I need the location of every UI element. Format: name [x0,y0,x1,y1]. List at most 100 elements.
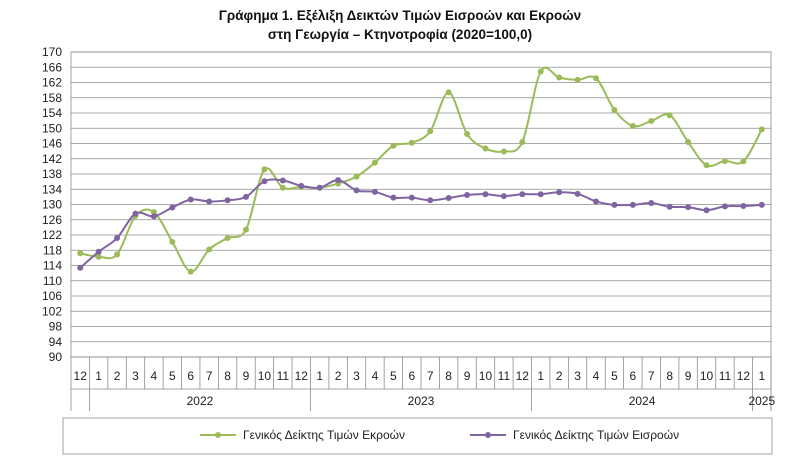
data-point [721,158,728,165]
data-point [611,201,618,208]
series-line-1 [80,66,763,273]
x-tick-label: 6 [187,369,194,383]
data-point [408,194,415,201]
data-point [114,235,121,242]
y-tick-label: 110 [43,274,62,288]
x-tick-label: 12 [295,369,309,383]
x-tick-label: 2 [556,369,563,383]
y-tick-label: 170 [42,45,62,59]
data-point [114,251,121,258]
x-tick-label: 5 [611,369,618,383]
data-point [243,193,249,200]
y-tick-label: 146 [42,137,62,151]
x-tick-label: 7 [206,369,213,383]
data-point [445,195,452,202]
data-point [150,213,157,220]
data-point [740,203,747,210]
series-lines [77,66,765,275]
data-point [629,201,636,208]
data-point [500,193,507,200]
x-tick-label: 9 [464,369,471,383]
x-tick-label: 9 [685,369,692,383]
legend-label: Γενικός Δείκτης Τιμών Εισροών [513,428,679,442]
x-tick-label: 5 [390,369,397,383]
y-tick-label: 114 [43,259,62,273]
data-point [574,76,581,83]
y-tick-label: 94 [49,335,63,349]
data-point [132,210,139,217]
data-point [519,138,526,145]
data-point [390,142,397,149]
data-point [187,268,194,275]
x-tick-label: 5 [169,369,176,383]
x-tick-label: 3 [574,369,581,383]
gridlines [71,51,771,358]
data-point [206,198,213,205]
x-tick-label: 1 [758,369,765,383]
y-tick-label: 154 [42,106,62,120]
x-tick-label: 10 [479,369,493,383]
x-tick-label: 9 [243,369,250,383]
x-tick-label: 3 [132,369,139,383]
chart-title-line-1: Γράφημα 1. Εξέλιξη Δεικτών Τιμών Εισροών… [218,8,582,23]
x-tick-label: 3 [353,369,360,383]
data-point [445,89,452,96]
data-point [519,191,526,198]
data-point [150,209,157,216]
data-point [666,203,673,210]
data-point [556,189,563,196]
data-point [464,191,471,198]
data-point [703,207,710,214]
legend-swatch-marker [485,432,491,438]
x-tick-label: 10 [258,369,272,383]
data-point [758,201,765,208]
y-tick-label: 98 [49,320,63,334]
y-tick-label: 150 [42,121,62,135]
data-point [593,75,599,82]
data-point [685,204,692,211]
data-point [335,177,342,184]
legend-box [62,417,773,455]
data-point [95,248,102,255]
x-tick-label: 11 [498,369,511,383]
data-point [279,184,286,191]
y-tick-label: 90 [49,350,63,364]
y-tick-label: 162 [42,76,62,90]
data-point [390,194,397,201]
y-tick-label: 142 [42,152,62,166]
y-tick-label: 126 [42,213,62,227]
y-tick-label: 102 [42,304,62,318]
data-point [353,187,360,194]
x-tick-label: 4 [151,369,158,383]
y-tick-label: 118 [43,243,62,257]
data-point [611,106,618,113]
data-point [666,112,673,119]
data-point [298,182,305,189]
data-point [316,184,323,191]
x-tick-label: 12 [516,369,530,383]
data-point [482,191,489,198]
y-tick-label: 130 [42,198,62,212]
data-point [721,203,728,210]
data-point [408,139,415,146]
x-tick-label: 6 [629,369,636,383]
x-tick-label: 4 [372,369,379,383]
data-point [685,138,692,145]
data-point [279,177,286,184]
data-point [169,204,176,211]
data-point [261,178,268,185]
x-tick-label: 6 [408,369,415,383]
x-tick-label: 7 [648,369,655,383]
data-point [648,118,655,125]
x-tick-label: 7 [427,369,434,383]
x-tick-label: 4 [593,369,600,383]
data-point [648,199,655,206]
x-tick-label: 8 [224,369,231,383]
y-tick-label: 166 [42,60,62,74]
y-tick-label: 134 [42,182,62,196]
x-tick-label: 12 [737,369,751,383]
x-tick-label: 2 [335,369,342,383]
data-point [187,196,194,203]
data-point [77,250,84,257]
